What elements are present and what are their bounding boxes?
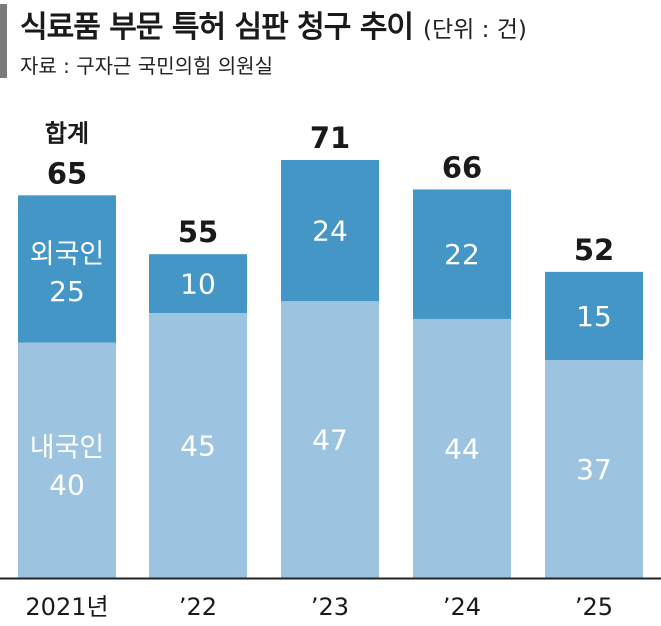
category-label-4: ’25 — [575, 593, 613, 621]
bar-foreign-4 — [545, 271, 643, 361]
title-accent-bar — [0, 4, 7, 78]
series-label-domestic: 내국인 — [30, 432, 105, 463]
bar-domestic-2 — [281, 301, 379, 578]
bar-domestic-4 — [545, 360, 643, 578]
bar-domestic-1 — [149, 313, 247, 578]
value-label-foreign-3: 22 — [444, 238, 480, 271]
total-label-4: 52 — [574, 233, 614, 267]
total-label-3: 66 — [442, 150, 482, 184]
unit-label: (단위 : 건) — [423, 17, 527, 43]
total-annotation: 합계 — [45, 119, 89, 147]
value-label-domestic-2: 47 — [312, 424, 348, 457]
value-label-foreign-1: 10 — [180, 268, 216, 301]
chart-title-text: 식료품 부문 특허 심판 청구 추이 — [20, 10, 414, 45]
value-label-foreign-0: 25 — [49, 275, 85, 308]
value-label-foreign-2: 24 — [312, 215, 348, 248]
category-label-0: 2021년 — [25, 593, 108, 621]
chart-title: 식료품 부문 특허 심판 청구 추이 (단위 : 건) — [20, 2, 527, 46]
series-label-foreign: 외국인 — [30, 239, 105, 270]
bar-domestic-3 — [413, 318, 511, 578]
value-label-foreign-4: 15 — [576, 300, 612, 333]
total-label-2: 71 — [310, 121, 350, 155]
value-label-domestic-4: 37 — [576, 453, 612, 486]
category-label-3: ’24 — [443, 593, 481, 621]
total-label-1: 55 — [178, 215, 218, 249]
bar-foreign-1 — [149, 254, 247, 314]
value-label-domestic-0: 40 — [49, 468, 85, 501]
bar-domestic-0 — [18, 342, 116, 578]
value-label-domestic-1: 45 — [180, 430, 216, 463]
bar-foreign-0 — [18, 195, 116, 343]
total-label-0: 65 — [47, 156, 87, 190]
category-label-2: ’23 — [311, 593, 349, 621]
bar-foreign-2 — [281, 160, 379, 302]
bar-foreign-3 — [413, 189, 511, 319]
category-label-1: ’22 — [179, 593, 217, 621]
source-note: 자료 : 구자근 국민의힘 의원실 — [20, 54, 273, 78]
value-label-domestic-3: 44 — [444, 432, 480, 465]
